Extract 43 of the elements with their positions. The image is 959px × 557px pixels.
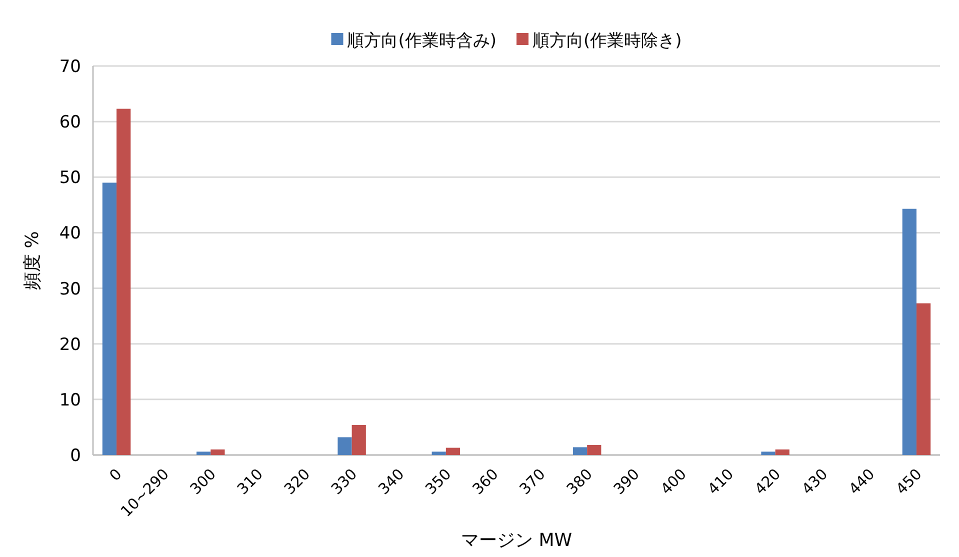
x-tick-label: 0 (106, 465, 126, 485)
y-tick-label: 10 (59, 390, 81, 410)
x-tick-label: 370 (516, 465, 549, 498)
bar (587, 444, 602, 455)
x-tick-label: 390 (610, 465, 643, 498)
bar (775, 449, 790, 455)
bar (761, 452, 776, 455)
bar (116, 108, 131, 455)
bar (432, 452, 446, 455)
x-tick-label: 420 (751, 465, 784, 498)
x-tick-label: 300 (186, 465, 220, 498)
bar (352, 424, 366, 455)
x-tick-label: 380 (562, 465, 596, 498)
y-tick-label: 30 (59, 279, 81, 300)
bar (446, 448, 460, 455)
x-tick-label: 430 (798, 465, 832, 498)
x-tick-label: 410 (704, 465, 738, 498)
x-axis-title: マージン MW (460, 530, 572, 551)
x-tick-label: 310 (234, 465, 267, 498)
x-tick-label: 360 (468, 465, 502, 498)
y-tick-label: 0 (70, 446, 81, 466)
y-tick-label: 70 (59, 57, 81, 77)
y-tick-label: 60 (59, 112, 81, 133)
x-tick-label: 320 (280, 465, 314, 498)
legend-label: 順方向(作業時除き) (532, 31, 682, 51)
y-tick-label: 40 (59, 224, 81, 244)
bar (210, 449, 225, 455)
bar (572, 447, 588, 455)
x-tick-label: 350 (422, 465, 455, 498)
bar (338, 437, 352, 455)
y-tick-label: 20 (59, 334, 81, 355)
bar (902, 208, 916, 455)
legend-label: 順方向(作業時含み) (347, 31, 496, 51)
x-tick-label: 330 (328, 465, 361, 498)
y-axis-title: 頻度 % (22, 231, 43, 290)
x-tick-label: 440 (845, 465, 878, 498)
bar (196, 452, 211, 455)
y-tick-label: 50 (59, 168, 81, 188)
bar (916, 303, 931, 455)
x-tick-label: 400 (657, 465, 690, 498)
x-tick-label: 340 (374, 465, 408, 498)
x-tick-label: 450 (892, 465, 926, 498)
bar (102, 182, 117, 455)
